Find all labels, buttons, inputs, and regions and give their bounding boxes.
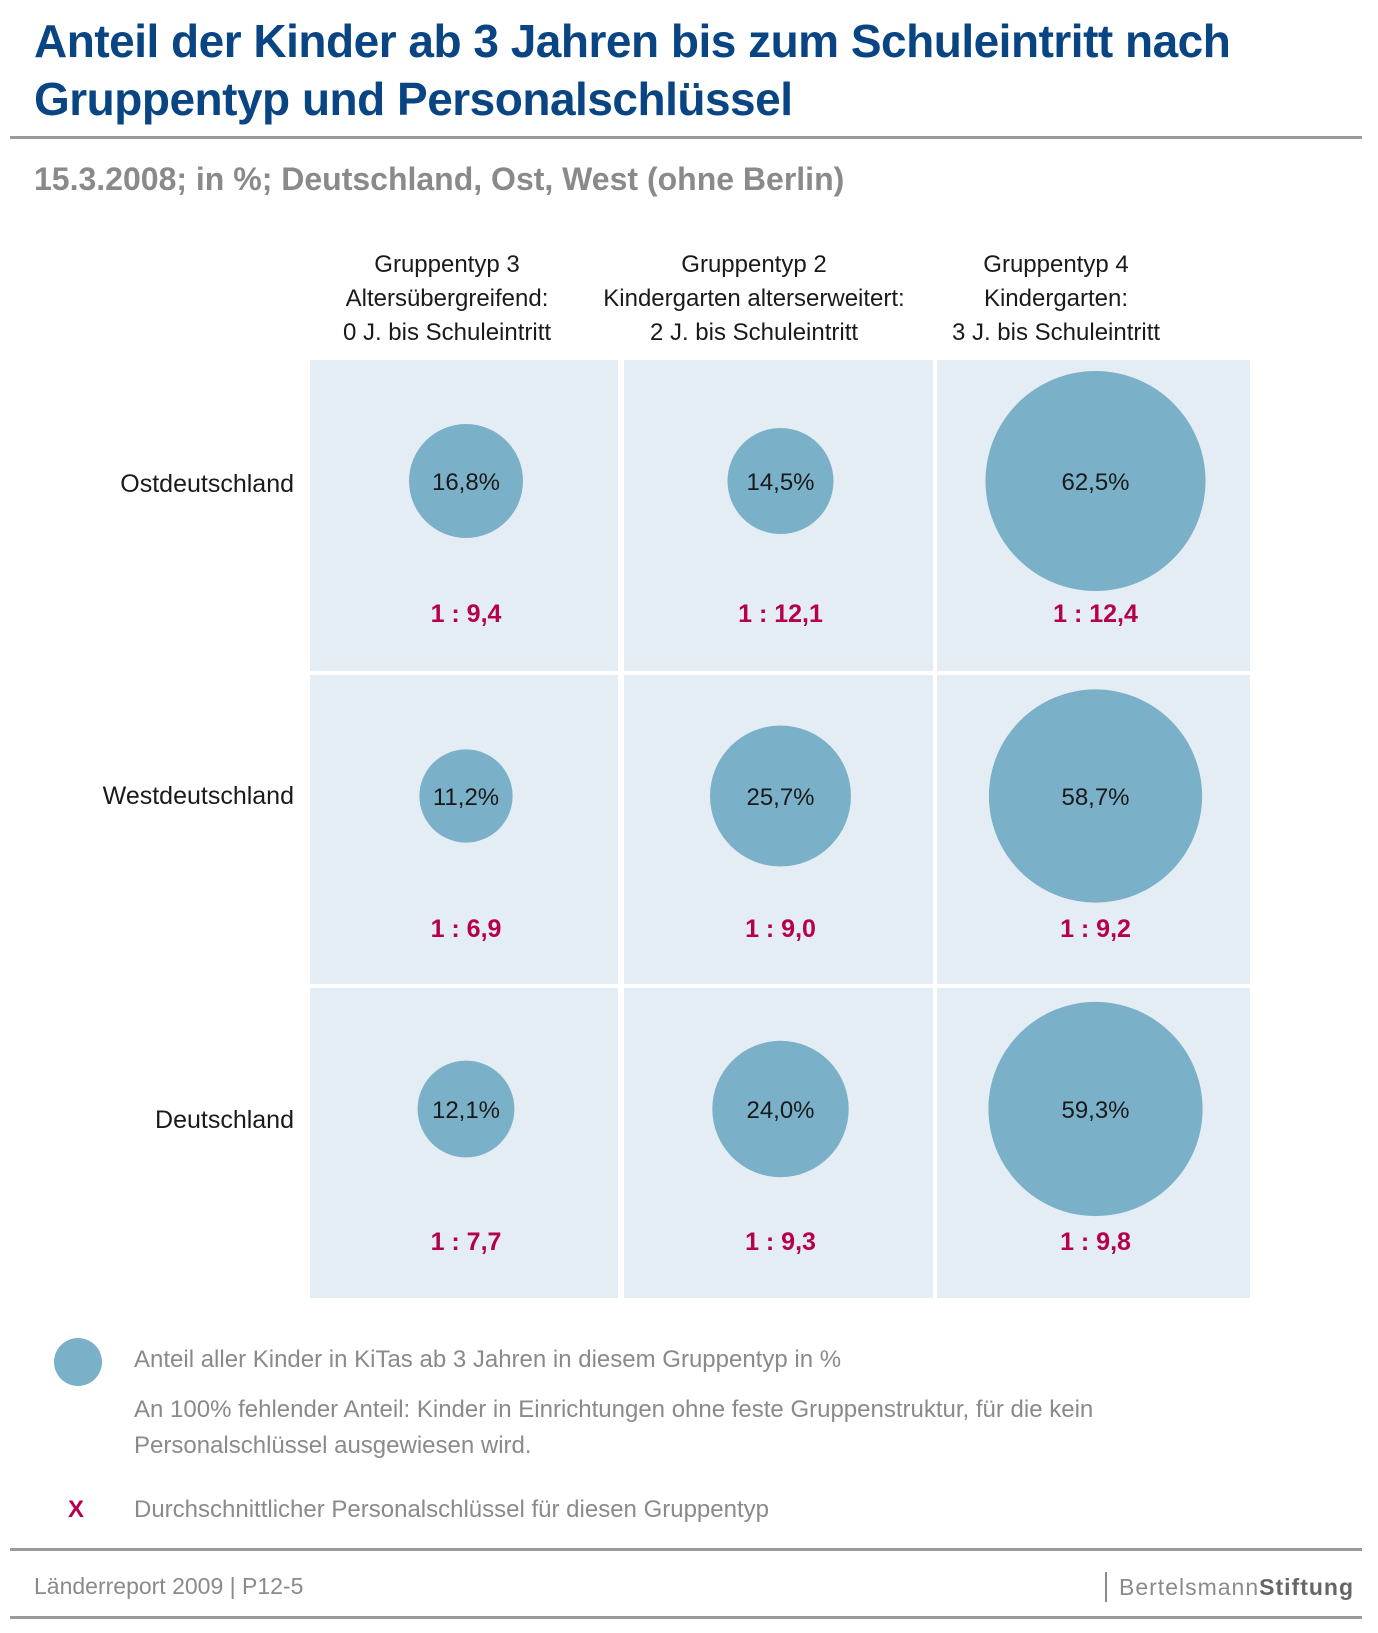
column-header-line: Kindergarten alterserweitert: bbox=[603, 285, 905, 312]
legend-bubble-text: Anteil aller Kinder in KiTas ab 3 Jahren… bbox=[134, 1346, 842, 1373]
column-header-line: Gruppentyp 3 bbox=[374, 251, 520, 278]
value-bubble bbox=[419, 749, 513, 843]
value-bubble bbox=[710, 725, 851, 867]
legend-bubble-icon bbox=[54, 1338, 102, 1386]
column-header-gruppentyp-2: Gruppentyp 2 Kindergarten alterserweiter… bbox=[594, 248, 914, 350]
column-header-line: 3 J. bis Schuleintritt bbox=[951, 319, 1161, 346]
bubble-value-label: 16,8% bbox=[432, 469, 500, 496]
bubble-value-label: 62,5% bbox=[1061, 469, 1129, 496]
value-bubble bbox=[988, 689, 1203, 903]
column-header-line: Kindergarten: bbox=[983, 285, 1129, 312]
staff-ratio-label: 1 : 6,9 bbox=[431, 915, 502, 943]
column-header-gruppentyp-4: Gruppentyp 4 Kindergarten: 3 J. bis Schu… bbox=[896, 248, 1216, 350]
staff-ratio-label: 1 : 9,8 bbox=[1060, 1228, 1131, 1256]
staff-ratio-label: 1 : 9,0 bbox=[745, 915, 816, 943]
chart-subtitle: 15.3.2008; in %; Deutschland, Ost, West … bbox=[34, 161, 845, 197]
row-header-deutschland: Deutschland bbox=[155, 1106, 294, 1134]
staff-ratio-label: 1 : 9,2 bbox=[1060, 915, 1131, 943]
staff-ratio-label: 1 : 7,7 bbox=[431, 1228, 502, 1256]
column-header-line: Altersübergreifend: bbox=[345, 285, 549, 312]
bubble-value-label: 24,0% bbox=[746, 1097, 814, 1124]
row-header-ostdeutschland: Ostdeutschland bbox=[120, 470, 294, 498]
value-bubble bbox=[712, 1040, 849, 1178]
column-header-gruppentyp-3: Gruppentyp 3 Altersübergreifend: 0 J. bi… bbox=[287, 248, 607, 350]
row-header-westdeutschland: Westdeutschland bbox=[102, 782, 294, 810]
value-bubble bbox=[417, 1060, 515, 1158]
legend-note-line: An 100% fehlender Anteil: Kinder in Einr… bbox=[134, 1396, 1094, 1423]
value-bubble bbox=[727, 428, 834, 534]
bubble-value-label: 14,5% bbox=[746, 469, 814, 496]
footer-divider-bottom bbox=[10, 1616, 1362, 1619]
brand-logo: BertelsmannStiftung bbox=[1105, 1572, 1354, 1602]
bubble-value-label: 25,7% bbox=[746, 784, 814, 811]
chart-title: Anteil der Kinder ab 3 Jahren bis zum Sc… bbox=[34, 15, 1231, 125]
brand-logo-light: Bertelsmann bbox=[1119, 1574, 1260, 1600]
legend-ratio-symbol: X bbox=[68, 1496, 85, 1523]
staff-ratio-label: 1 : 9,4 bbox=[431, 600, 502, 628]
bubble-value-label: 12,1% bbox=[432, 1097, 500, 1124]
legend-note-line: Personalschlüssel ausgewiesen wird. bbox=[134, 1432, 532, 1459]
staff-ratio-label: 1 : 12,4 bbox=[1053, 600, 1138, 628]
value-bubble bbox=[409, 424, 523, 538]
footer-divider-top bbox=[10, 1548, 1362, 1551]
column-header-line: Gruppentyp 2 bbox=[681, 251, 827, 278]
bubble-value-label: 11,2% bbox=[433, 784, 499, 811]
staff-ratio-label: 1 : 12,1 bbox=[738, 600, 823, 628]
footer-source: Länderreport 2009 | P12-5 bbox=[34, 1573, 304, 1599]
value-bubble bbox=[988, 1001, 1203, 1217]
title-divider bbox=[10, 136, 1362, 139]
bubble-value-label: 58,7% bbox=[1061, 784, 1129, 811]
value-bubble bbox=[985, 371, 1206, 591]
brand-logo-bold: Stiftung bbox=[1259, 1574, 1354, 1600]
bubble-value-label: 59,3% bbox=[1061, 1097, 1129, 1124]
column-header-line: 2 J. bis Schuleintritt bbox=[649, 319, 859, 346]
column-header-line: 0 J. bis Schuleintritt bbox=[342, 319, 552, 346]
staff-ratio-label: 1 : 9,3 bbox=[745, 1228, 816, 1256]
legend-ratio-text: Durchschnittlicher Personalschlüssel für… bbox=[134, 1496, 769, 1523]
column-header-line: Gruppentyp 4 bbox=[983, 251, 1129, 278]
